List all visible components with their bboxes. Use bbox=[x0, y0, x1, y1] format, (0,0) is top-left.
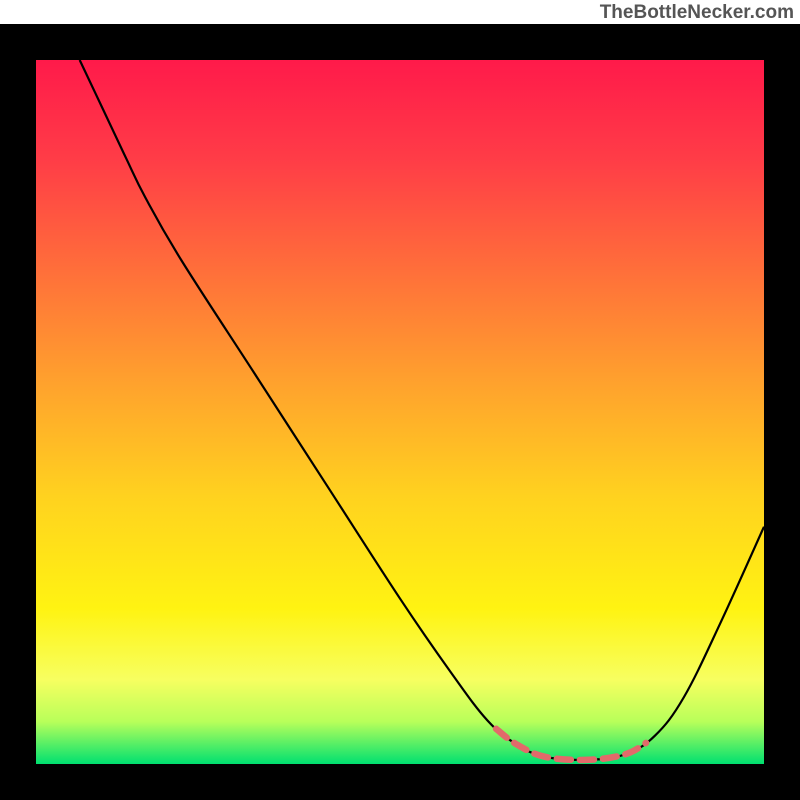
curves-svg bbox=[36, 60, 764, 764]
highlight-segment bbox=[496, 729, 646, 760]
watermark-text: TheBottleNecker.com bbox=[600, 2, 794, 24]
chart-container: TheBottleNecker.com bbox=[0, 0, 800, 800]
plot-area bbox=[36, 60, 764, 764]
main-v-curve bbox=[80, 60, 764, 760]
plot-frame bbox=[0, 24, 800, 800]
